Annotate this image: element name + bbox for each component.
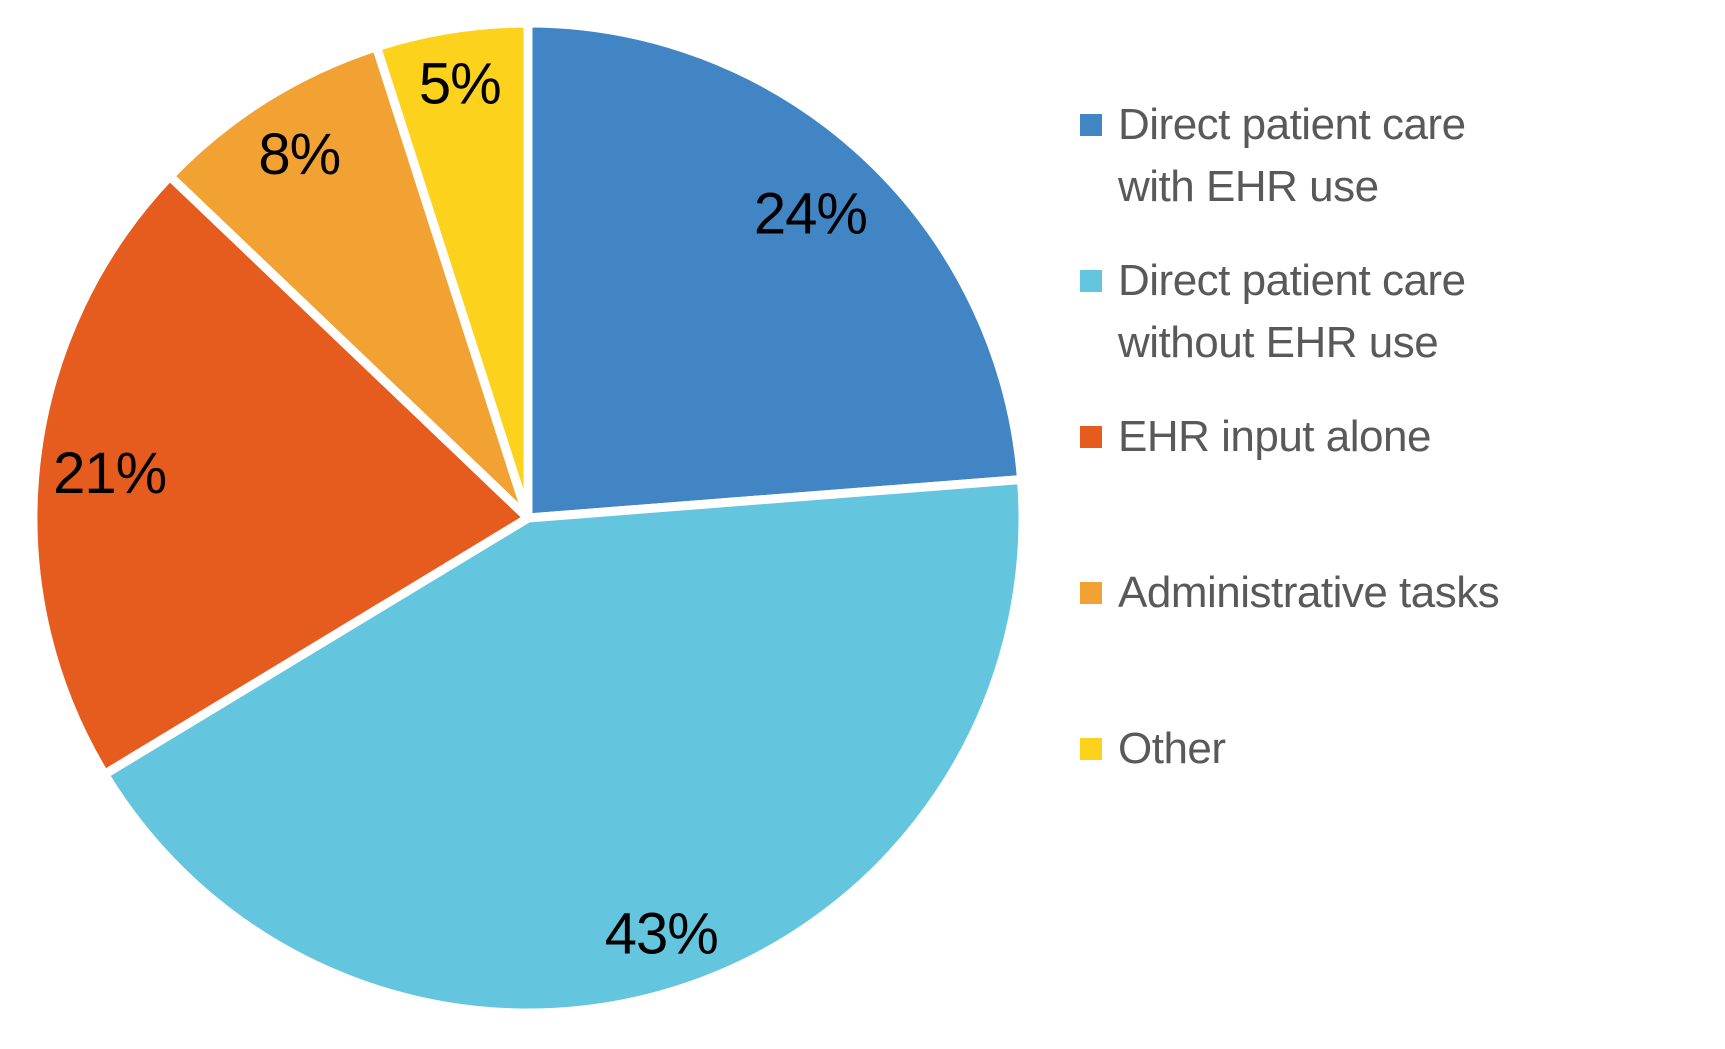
legend-marker-icon	[1080, 114, 1102, 136]
legend-item-3: Administrative tasks	[1080, 562, 1500, 624]
legend-item-0: Direct patient care with EHR use	[1080, 94, 1466, 218]
pie-slices	[28, 18, 1028, 1018]
pie-slice-0	[523, 18, 1026, 523]
pie-slice-4	[372, 18, 533, 523]
legend-item-2: EHR input alone	[1080, 406, 1431, 468]
legend-label: Other	[1118, 724, 1226, 773]
pie-slice-label-2: 21%	[53, 441, 166, 506]
legend-label: Direct patient care with EHR use	[1118, 100, 1466, 211]
legend-item-4: Other	[1080, 718, 1226, 780]
pie-slice-1	[100, 475, 1028, 1018]
legend: Direct patient care with EHR use Direct p…	[1080, 0, 1700, 1049]
legend-marker-icon	[1080, 426, 1102, 448]
legend-marker-icon	[1080, 270, 1102, 292]
pie-slice-label-1: 43%	[605, 902, 718, 967]
pie-slice-label-3: 8%	[258, 122, 340, 187]
legend-label: Direct patient care without EHR use	[1118, 256, 1466, 367]
pie-slice-2	[28, 171, 533, 779]
pie-slice-3	[165, 42, 533, 523]
pie-slice-label-0: 24%	[754, 182, 867, 247]
pie-labels: 24% 43% 21% 8% 5%	[53, 52, 868, 967]
legend-label: Administrative tasks	[1118, 568, 1500, 617]
legend-item-1: Direct patient care without EHR use	[1080, 250, 1466, 374]
legend-marker-icon	[1080, 738, 1102, 760]
legend-marker-icon	[1080, 582, 1102, 604]
legend-label: EHR input alone	[1118, 412, 1431, 461]
pie-slice-label-4: 5%	[419, 52, 501, 117]
